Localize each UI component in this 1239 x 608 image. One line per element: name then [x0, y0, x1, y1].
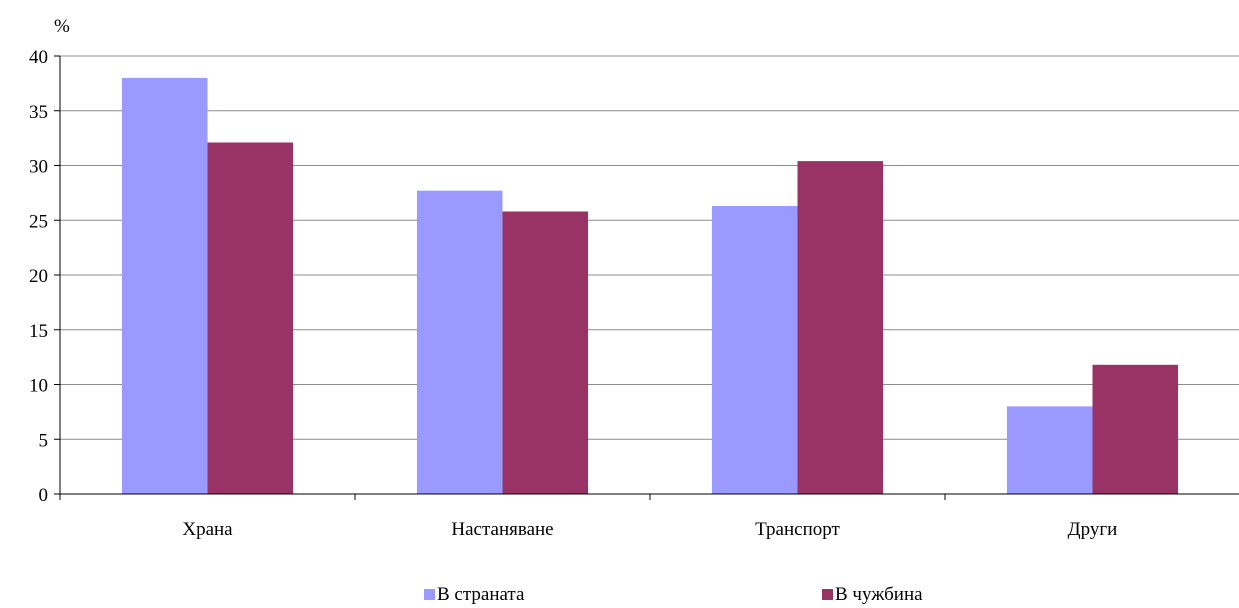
bar-series-1 — [1006, 406, 1093, 494]
y-tick-label: 30 — [29, 157, 48, 178]
bar-series-1 — [121, 77, 208, 495]
y-tick-label: 15 — [29, 321, 48, 342]
legend-label: В страната — [437, 584, 525, 605]
bars — [121, 77, 1179, 495]
x-category-label: Други — [1068, 519, 1118, 540]
bar-series-2 — [797, 161, 884, 494]
x-category-label: Транспорт — [755, 519, 840, 540]
x-axis-categories: Храна Настаняване Транспорт Други — [182, 519, 1117, 540]
y-tick-label: 10 — [29, 376, 48, 397]
y-tick-label: 0 — [39, 485, 49, 506]
y-tick-label: 35 — [29, 102, 48, 123]
bar-series-2 — [1092, 364, 1179, 494]
x-category-label: Настаняване — [451, 519, 553, 540]
bar-series-1 — [416, 190, 503, 494]
legend-swatch — [424, 589, 435, 600]
y-tick-label: 20 — [29, 266, 48, 287]
bar-series-1 — [711, 206, 798, 494]
y-axis-unit-label: % — [54, 16, 70, 37]
y-tick-label: 5 — [39, 430, 49, 451]
y-axis-ticks: 0 5 10 15 20 25 30 35 40 — [29, 47, 60, 506]
y-tick-label: 25 — [29, 211, 48, 232]
legend-label: В чужбина — [835, 584, 923, 605]
x-category-label: Храна — [182, 519, 233, 540]
legend-swatch — [822, 589, 833, 600]
bar-series-2 — [502, 211, 589, 495]
bar-series-2 — [207, 142, 294, 494]
legend: В страната В чужбина — [424, 584, 923, 605]
y-tick-label: 40 — [29, 47, 48, 68]
